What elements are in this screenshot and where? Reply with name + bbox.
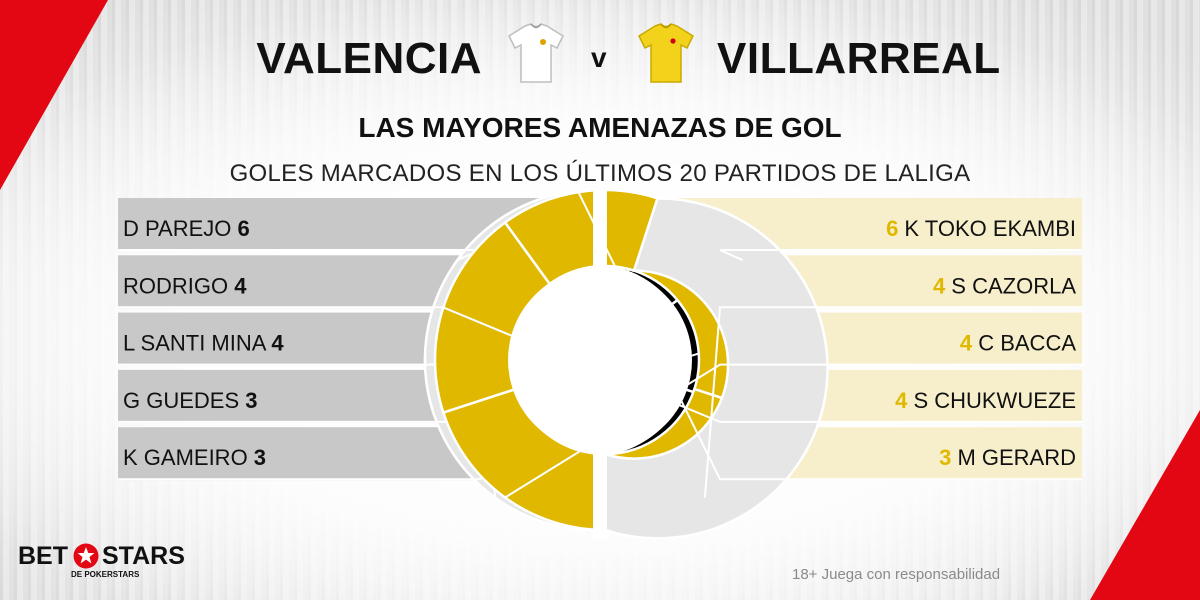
away-team-name: VILLARREAL bbox=[717, 34, 1001, 83]
brand-stars: STARS bbox=[102, 542, 185, 570]
responsible-gaming-note: 18+ Juega con responsabilidad bbox=[792, 566, 1001, 583]
away-slice-3 bbox=[441, 387, 607, 532]
match-header: VALENCIA v VILLARREAL bbox=[0, 22, 1200, 92]
home-player-label: D PAREJO 6 bbox=[123, 216, 250, 241]
brand-subtitle: DE POKERSTARS bbox=[71, 570, 140, 579]
home-team-name: VALENCIA bbox=[256, 34, 482, 83]
away-connector-line bbox=[719, 249, 1082, 261]
brand-bet: BET bbox=[18, 542, 68, 570]
away-player-label: 4 S CHUKWUEZE bbox=[895, 388, 1076, 413]
home-player-label: RODRIGO 4 bbox=[123, 273, 247, 298]
versus-label: v bbox=[591, 42, 607, 73]
chart-title: LAS MAYORES AMENAZAS DE GOL bbox=[358, 112, 842, 143]
red-corner-top-left bbox=[0, 0, 108, 190]
away-player-label: 6 K TOKO EKAMBI bbox=[886, 216, 1076, 241]
away-player-label: 4 C BACCA bbox=[960, 331, 1076, 356]
away-connector-line bbox=[703, 306, 1082, 498]
away-slice-rest bbox=[603, 197, 829, 540]
chart-subtitle: GOLES MARCADOS EN LOS ÚLTIMOS 20 PARTIDO… bbox=[229, 160, 971, 187]
away-player-label: 4 S CAZORLA bbox=[933, 273, 1076, 298]
red-corner-bottom-right bbox=[1090, 410, 1200, 600]
home-player-label: L SANTI MINA 4 bbox=[123, 331, 284, 356]
villarreal-donut bbox=[433, 188, 829, 540]
home-player-label: K GAMEIRO 3 bbox=[123, 445, 266, 470]
valencia-shirt-icon bbox=[508, 23, 564, 83]
away-connector-line bbox=[504, 363, 1082, 499]
star-logo-icon bbox=[73, 543, 99, 569]
villarreal-shirt-icon bbox=[638, 23, 694, 83]
donut-divider bbox=[593, 190, 607, 540]
betstars-logo: BET STARS DE POKERSTARS bbox=[18, 542, 198, 582]
home-player-label: G GUEDES 3 bbox=[123, 388, 258, 413]
away-player-label: 3 M GERARD bbox=[939, 445, 1076, 470]
